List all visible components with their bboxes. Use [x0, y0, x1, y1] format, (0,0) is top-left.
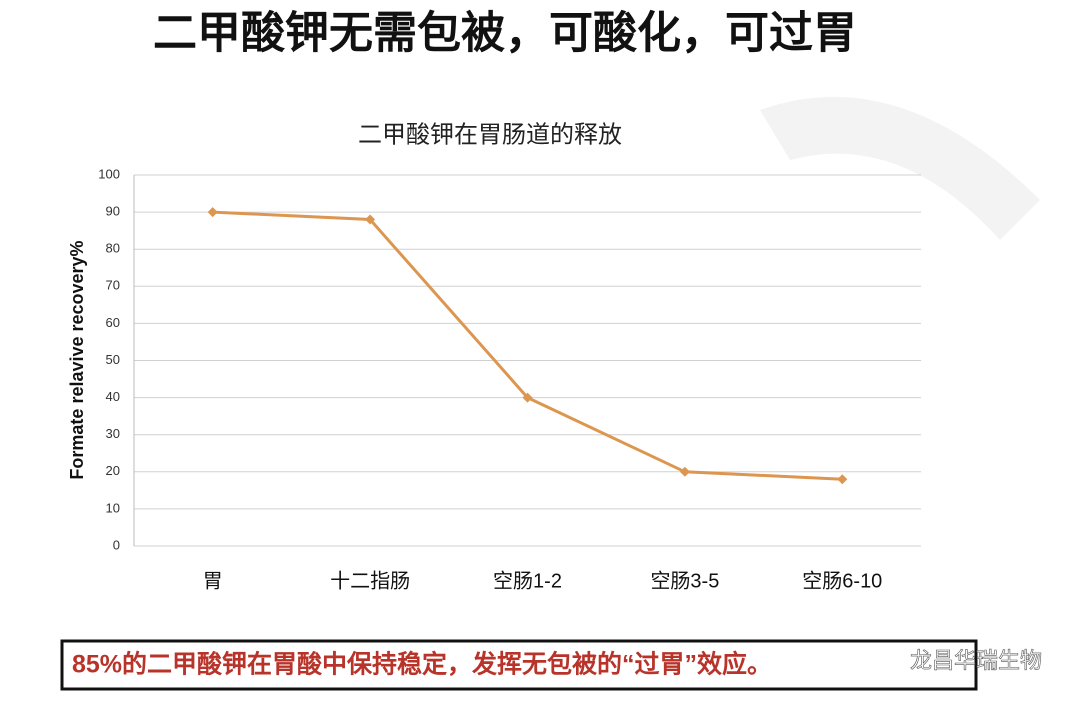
y-tick-label: 10	[106, 500, 120, 515]
point-marker	[679, 466, 690, 477]
watermark: 龙昌华瑞生物	[910, 648, 1042, 673]
y-tick-label: 90	[106, 204, 120, 219]
y-axis-label: Formate relavive recovery%	[67, 240, 87, 479]
x-tick-label: 十二指肠	[330, 569, 410, 592]
footer-note: 85%的二甲酸钾在胃酸中保持稳定，发挥无包被的“过胃”效应。	[72, 650, 772, 679]
y-tick-label: 40	[106, 389, 120, 404]
x-tick-label: 空肠1-2	[493, 569, 562, 592]
y-tick-label: 20	[106, 463, 120, 478]
y-tick-label: 80	[106, 241, 120, 256]
x-tick-label: 空肠6-10	[802, 569, 882, 592]
y-tick-label: 50	[106, 352, 120, 367]
y-tick-label: 70	[106, 278, 120, 293]
point-marker	[207, 207, 218, 218]
chart-title: 二甲酸钾在胃肠道的释放	[358, 121, 622, 148]
plot: 0 10 20 30 40 50 60 70 80 90 100 胃 十二指肠 空肠1-2 空肠3-5 空肠6…	[98, 166, 921, 592]
point-marker	[837, 474, 848, 485]
series-line	[212, 210, 843, 481]
note-box	[60, 639, 978, 691]
y-tick-label: 100	[98, 166, 120, 181]
y-tick-label: 0	[113, 537, 120, 552]
x-tick-label: 胃	[203, 570, 223, 592]
background-decoration	[760, 96, 1040, 240]
headline: 二甲酸钾无需包被，可酸化，可过胃	[153, 9, 857, 58]
x-tick-label: 空肠3-5	[650, 569, 719, 592]
point-marker	[365, 214, 376, 225]
y-tick-label: 30	[106, 426, 120, 441]
y-tick-label: 60	[106, 315, 120, 330]
point-marker	[522, 392, 533, 403]
